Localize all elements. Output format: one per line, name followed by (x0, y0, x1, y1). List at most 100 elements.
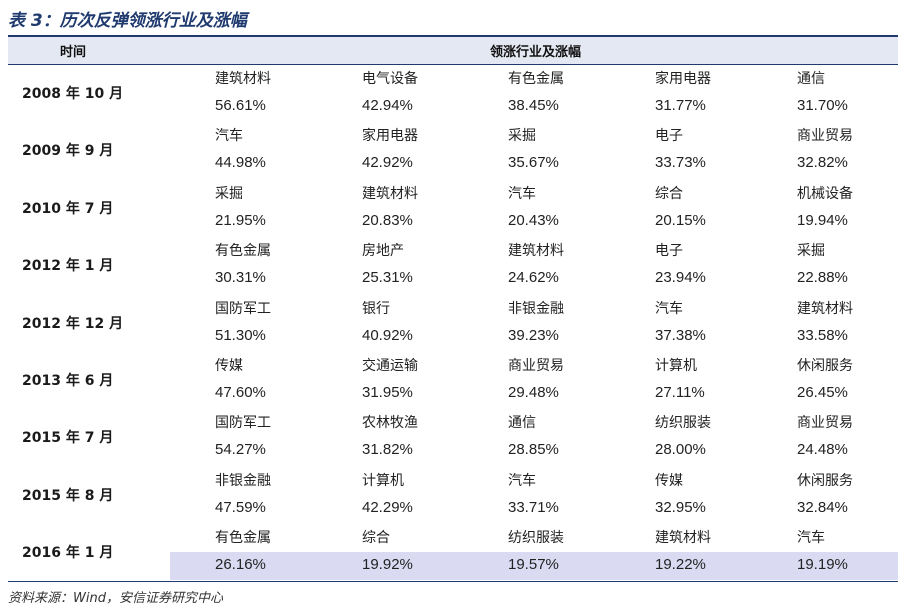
column-header: 领涨行业及涨幅 (490, 45, 582, 60)
industry: 商业贸易 (797, 415, 853, 432)
change: 24.62% (508, 269, 559, 287)
industry: 机械设备 (797, 185, 853, 202)
industry: 纺织服装 (655, 415, 711, 432)
industry: 交通运输 (362, 358, 418, 374)
row-date: 2015 年 7 月 (22, 430, 114, 447)
industry: 采掘 (797, 243, 825, 260)
industry: 传媒 (215, 358, 243, 374)
change: 24.48% (797, 441, 848, 459)
industry: 综合 (655, 185, 683, 202)
change: 19.57% (508, 556, 559, 574)
row-date: 2008 年 10 月 (22, 86, 124, 102)
industry: 汽车 (508, 472, 536, 489)
header-band (8, 35, 898, 65)
industry: 建筑材料 (508, 243, 564, 260)
row-date: 2009 年 9 月 (22, 143, 114, 160)
change: 19.22% (655, 556, 706, 574)
change: 19.19% (797, 556, 848, 574)
change: 47.59% (215, 498, 266, 516)
industry: 电气设备 (362, 71, 418, 87)
change: 20.83% (362, 211, 413, 229)
industry: 通信 (797, 71, 825, 87)
change: 38.45% (508, 97, 559, 114)
industry: 休闲服务 (797, 358, 853, 374)
industry: 电子 (655, 128, 683, 145)
row-date: 2013 年 6 月 (22, 373, 114, 389)
row-date: 2010 年 7 月 (22, 200, 114, 217)
change: 28.85% (508, 441, 559, 459)
industry: 建筑材料 (362, 185, 418, 202)
change: 33.71% (508, 498, 559, 516)
industry: 非银金融 (508, 300, 564, 317)
change: 51.30% (215, 326, 266, 344)
industry: 汽车 (215, 128, 243, 145)
change: 19.94% (797, 211, 848, 229)
industry: 计算机 (362, 472, 404, 489)
industry: 综合 (362, 530, 390, 547)
industry: 建筑材料 (655, 530, 711, 547)
bottom-rule (8, 581, 898, 582)
row-date: 2015 年 8 月 (22, 487, 114, 504)
industry: 国防军工 (215, 415, 271, 432)
change: 47.60% (215, 384, 266, 401)
industry: 有色金属 (215, 530, 271, 547)
industry: 通信 (508, 415, 536, 432)
industry: 家用电器 (655, 71, 711, 87)
industry: 休闲服务 (797, 472, 853, 489)
change: 31.70% (797, 97, 848, 114)
change: 33.58% (797, 326, 848, 344)
industry: 建筑材料 (215, 71, 271, 87)
industry: 有色金属 (508, 71, 564, 87)
change: 29.48% (508, 384, 559, 401)
industry: 汽车 (655, 300, 683, 317)
change: 22.88% (797, 269, 848, 287)
change: 56.61% (215, 97, 266, 114)
change: 20.43% (508, 211, 559, 229)
row-date: 2012 年 12 月 (22, 315, 124, 332)
industry: 房地产 (362, 243, 404, 260)
industry: 非银金融 (215, 472, 271, 489)
change: 30.31% (215, 269, 266, 287)
change: 25.31% (362, 269, 413, 287)
industry: 银行 (362, 300, 390, 317)
highlight-band (170, 552, 898, 580)
industry: 国防军工 (215, 300, 271, 317)
source-note: 资料来源：Wind，安信证券研究中心 (8, 591, 223, 606)
change: 28.00% (655, 441, 706, 459)
row-date: 2016 年 1 月 (22, 545, 114, 562)
industry: 商业贸易 (508, 358, 564, 374)
change: 33.73% (655, 154, 706, 172)
industry: 商业贸易 (797, 128, 853, 145)
change: 31.95% (362, 384, 413, 401)
change: 40.92% (362, 326, 413, 344)
change: 42.29% (362, 498, 413, 516)
change: 26.45% (797, 384, 848, 401)
industry: 计算机 (655, 358, 697, 374)
column-header: 时间 (60, 45, 87, 60)
change: 31.77% (655, 97, 706, 114)
change: 42.92% (362, 154, 413, 172)
industry: 电子 (655, 243, 683, 260)
industry: 家用电器 (362, 128, 418, 145)
industry: 汽车 (508, 185, 536, 202)
change: 42.94% (362, 97, 413, 114)
change: 32.82% (797, 154, 848, 172)
industry: 传媒 (655, 472, 683, 489)
change: 31.82% (362, 441, 413, 459)
change: 39.23% (508, 326, 559, 344)
change: 32.95% (655, 498, 706, 516)
industry: 有色金属 (215, 243, 271, 260)
change: 35.67% (508, 154, 559, 172)
table-title: 表 3：历次反弹领涨行业及涨幅 (8, 11, 247, 31)
change: 32.84% (797, 498, 848, 516)
change: 26.16% (215, 556, 266, 574)
change: 27.11% (655, 384, 705, 401)
change: 21.95% (215, 211, 266, 229)
change: 37.38% (655, 326, 706, 344)
industry: 建筑材料 (797, 300, 853, 317)
industry: 采掘 (215, 185, 243, 202)
industry: 农林牧渔 (362, 415, 418, 432)
change: 20.15% (655, 211, 706, 229)
industry: 采掘 (508, 128, 536, 145)
